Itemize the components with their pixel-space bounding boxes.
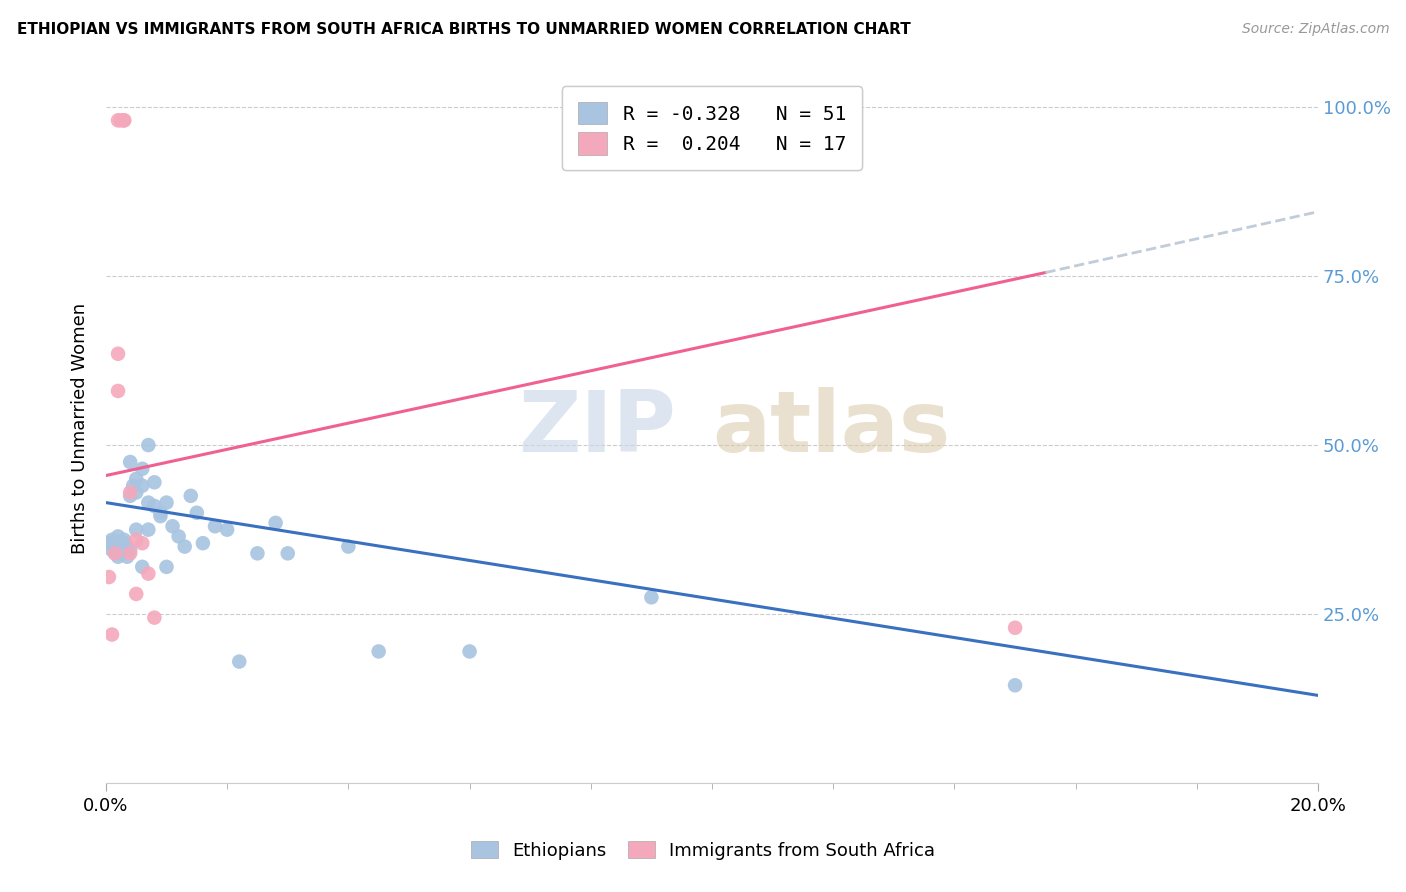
Point [125,533,148,547]
Point [122,478,145,492]
Point [217,523,239,537]
Point [264,516,287,530]
Point [191,536,214,550]
Point [104,534,127,549]
Text: ETHIOPIAN VS IMMIGRANTS FROM SOUTH AFRICA BIRTHS TO UNMARRIED WOMEN CORRELATION : ETHIOPIAN VS IMMIGRANTS FROM SOUTH AFRIC… [17,22,911,37]
Legend: R = -0.328   N = 51, R =  0.204   N = 17: R = -0.328 N = 51, R = 0.204 N = 17 [562,87,862,170]
Point [228,655,250,669]
Point [120,455,142,469]
Point [1004,621,1026,635]
Point [167,529,190,543]
Point [186,506,208,520]
Point [107,549,129,564]
Point [115,549,138,564]
Point [367,644,389,658]
Point [138,495,160,509]
Point [107,347,129,361]
Point [149,509,172,524]
Point [143,610,166,624]
Point [97,536,120,550]
Point [149,506,172,520]
Point [120,546,142,560]
Point [246,546,269,560]
Point [458,644,481,658]
Point [112,543,135,558]
Point [104,546,127,560]
Point [120,543,142,558]
Point [131,560,153,574]
Point [155,495,177,509]
Point [107,113,129,128]
Point [640,591,662,605]
Point [155,560,177,574]
Point [204,519,226,533]
Point [125,485,148,500]
Point [101,533,124,547]
Point [120,485,142,500]
Point [173,540,195,554]
Point [337,540,360,554]
Point [101,627,124,641]
Legend: Ethiopians, Immigrants from South Africa: Ethiopians, Immigrants from South Africa [464,834,942,867]
Point [110,113,132,128]
Text: atlas: atlas [711,386,950,470]
Point [112,536,135,550]
Point [131,462,153,476]
Point [138,438,160,452]
Point [180,489,202,503]
Point [125,523,148,537]
Point [162,519,184,533]
Point [112,113,135,128]
Point [107,529,129,543]
Point [110,538,132,552]
Point [143,499,166,513]
Point [112,533,135,547]
Text: ZIP: ZIP [517,386,676,470]
Point [138,523,160,537]
Point [107,536,129,550]
Y-axis label: Births to Unmarried Women: Births to Unmarried Women [72,302,89,554]
Point [125,587,148,601]
Point [120,489,142,503]
Point [101,543,124,558]
Point [131,478,153,492]
Point [110,546,132,560]
Point [104,546,127,560]
Point [131,536,153,550]
Point [115,540,138,554]
Point [125,472,148,486]
Point [138,566,160,581]
Point [1004,678,1026,692]
Point [143,475,166,490]
Point [97,570,120,584]
Point [277,546,299,560]
Text: Source: ZipAtlas.com: Source: ZipAtlas.com [1241,22,1389,37]
Point [107,384,129,398]
Point [112,113,135,128]
